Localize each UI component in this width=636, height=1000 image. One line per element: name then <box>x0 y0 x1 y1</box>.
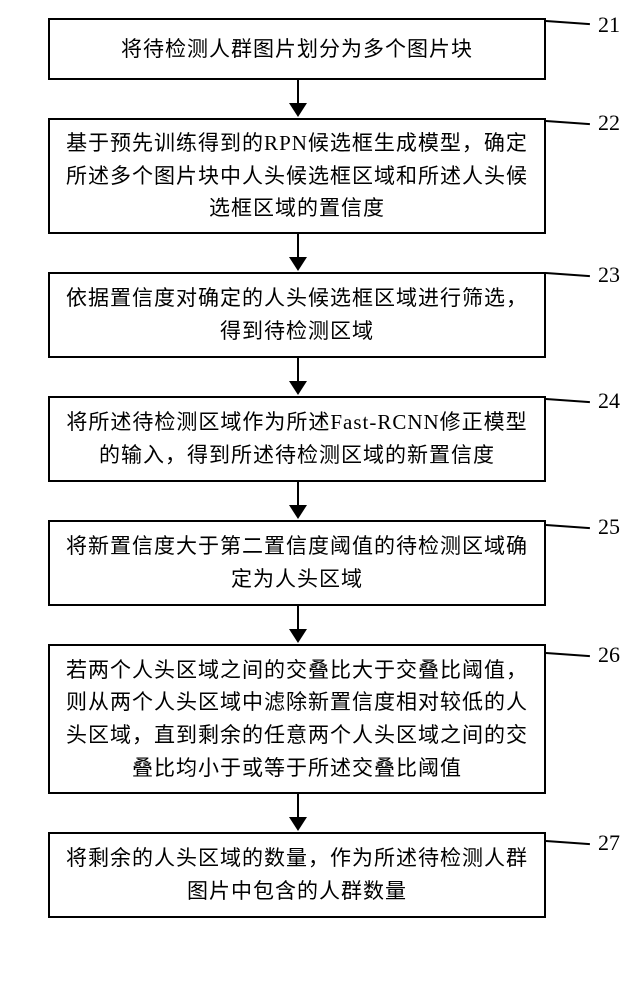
flowchart-step-26: 若两个人头区域之间的交叠比大于交叠比阈值，则从两个人头区域中滤除新置信度相对较低… <box>48 644 546 794</box>
flow-arrow <box>48 794 546 832</box>
step-label-26: 26 <box>598 642 620 668</box>
step-text: 基于预先训练得到的RPN候选框生成模型，确定所述多个图片块中人头候选框区域和所述… <box>66 127 528 225</box>
step-label-21: 21 <box>598 12 620 38</box>
step-text: 将待检测人群图片划分为多个图片块 <box>121 33 473 66</box>
flow-arrow <box>48 80 546 118</box>
flowchart-step-27: 将剩余的人头区域的数量，作为所述待检测人群图片中包含的人群数量 <box>48 832 546 918</box>
step-text: 依据置信度对确定的人头候选框区域进行筛选，得到待检测区域 <box>66 282 528 347</box>
step-label-27: 27 <box>598 830 620 856</box>
flow-arrow <box>48 606 546 644</box>
flowchart-step-22: 基于预先训练得到的RPN候选框生成模型，确定所述多个图片块中人头候选框区域和所述… <box>48 118 546 234</box>
step-label-22: 22 <box>598 110 620 136</box>
flowchart-step-21: 将待检测人群图片划分为多个图片块 <box>48 18 546 80</box>
step-label-25: 25 <box>598 514 620 540</box>
step-text: 将所述待检测区域作为所述Fast-RCNN修正模型的输入，得到所述待检测区域的新… <box>66 406 528 471</box>
flowchart-step-24: 将所述待检测区域作为所述Fast-RCNN修正模型的输入，得到所述待检测区域的新… <box>48 396 546 482</box>
step-label-23: 23 <box>598 262 620 288</box>
flowchart-step-23: 依据置信度对确定的人头候选框区域进行筛选，得到待检测区域 <box>48 272 546 358</box>
step-text: 将剩余的人头区域的数量，作为所述待检测人群图片中包含的人群数量 <box>66 842 528 907</box>
flow-arrow <box>48 358 546 396</box>
step-label-24: 24 <box>598 388 620 414</box>
flowchart-container: 将待检测人群图片划分为多个图片块 基于预先训练得到的RPN候选框生成模型，确定所… <box>48 18 588 918</box>
flow-arrow <box>48 234 546 272</box>
flow-arrow <box>48 482 546 520</box>
step-text: 若两个人头区域之间的交叠比大于交叠比阈值，则从两个人头区域中滤除新置信度相对较低… <box>66 654 528 784</box>
step-text: 将新置信度大于第二置信度阈值的待检测区域确定为人头区域 <box>66 530 528 595</box>
flowchart-step-25: 将新置信度大于第二置信度阈值的待检测区域确定为人头区域 <box>48 520 546 606</box>
